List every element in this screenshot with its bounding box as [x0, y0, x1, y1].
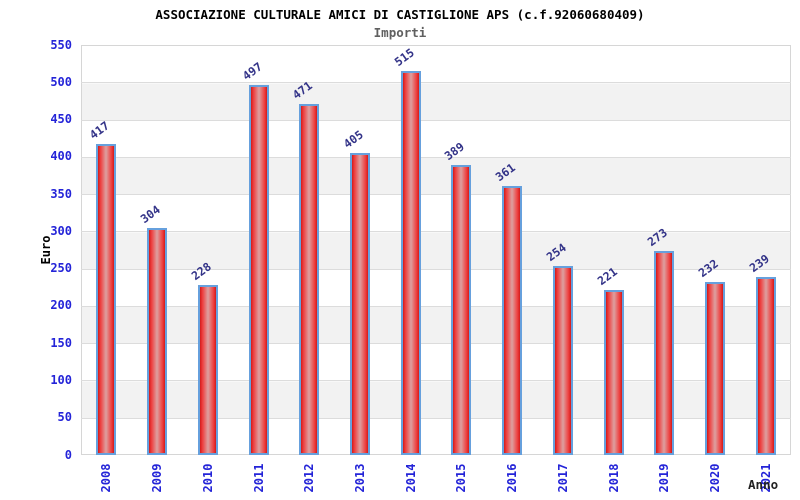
x-tick-label: 2020: [707, 463, 722, 493]
y-tick-label: 50: [57, 410, 72, 425]
gridline: [81, 156, 791, 158]
y-tick-label: 550: [50, 37, 72, 52]
bar: [704, 282, 725, 455]
bar: [349, 153, 370, 455]
bar: [248, 84, 269, 455]
chart-subtitle: Importi: [373, 25, 427, 40]
gridline: [81, 305, 791, 307]
x-tick-label: 2013: [352, 463, 367, 493]
bar: [755, 276, 776, 455]
bar: [552, 265, 573, 455]
x-tick-label: 2008: [99, 463, 114, 493]
bar: [502, 185, 523, 455]
y-tick-label: 150: [50, 335, 72, 350]
gridline: [81, 380, 791, 382]
gridline: [81, 194, 791, 196]
chart-title: ASSOCIAZIONE CULTURALE AMICI DI CASTIGLI…: [155, 7, 645, 22]
gridline: [81, 417, 791, 419]
y-tick-label: 0: [64, 447, 72, 462]
gridline: [81, 268, 791, 270]
bar: [603, 290, 624, 455]
gridline: [81, 82, 791, 84]
bar: [400, 71, 421, 455]
bar: [197, 285, 218, 455]
x-tick-label: 2010: [200, 463, 215, 493]
y-axis-title: Euro: [39, 235, 53, 265]
gridline: [81, 119, 791, 121]
y-tick-label: 350: [50, 186, 72, 201]
y-tick-label: 250: [50, 261, 72, 276]
y-tick-label: 500: [50, 74, 72, 89]
y-tick-label: 200: [50, 298, 72, 313]
gridline: [81, 343, 791, 345]
y-tick-label: 400: [50, 149, 72, 164]
bar: [147, 228, 168, 455]
y-tick-label: 100: [50, 372, 72, 387]
y-tick-label: 300: [50, 223, 72, 238]
x-axis-title: Anno: [748, 477, 779, 492]
x-tick-label: 2011: [251, 463, 266, 493]
x-tick-label: 2014: [403, 463, 418, 493]
y-tick-label: 450: [50, 112, 72, 127]
x-tick-label: 2012: [302, 463, 317, 493]
bar: [654, 251, 675, 455]
bar: [96, 144, 117, 455]
bar: [451, 165, 472, 455]
plot-area: [81, 45, 791, 455]
x-tick-label: 2009: [150, 463, 165, 493]
x-tick-label: 2019: [657, 463, 672, 493]
x-tick-label: 2015: [454, 463, 469, 493]
bar: [299, 103, 320, 455]
gridline: [81, 231, 791, 233]
x-tick-label: 2016: [505, 463, 520, 493]
x-tick-label: 2017: [555, 463, 570, 493]
x-tick-label: 2018: [606, 463, 621, 493]
